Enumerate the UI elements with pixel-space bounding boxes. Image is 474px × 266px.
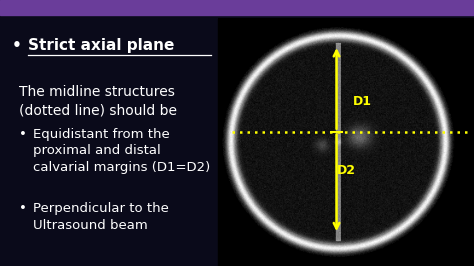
Text: The midline structures
(dotted line) should be: The midline structures (dotted line) sho… bbox=[19, 85, 177, 118]
Bar bbox=[0, 0, 474, 15]
Text: •: • bbox=[19, 128, 27, 141]
Text: •: • bbox=[19, 202, 27, 215]
Text: Strict axial plane: Strict axial plane bbox=[28, 38, 175, 53]
Text: Equidistant from the
proximal and distal
calvarial margins (D1=D2): Equidistant from the proximal and distal… bbox=[33, 128, 210, 174]
Text: •: • bbox=[12, 38, 22, 53]
Bar bbox=[218, 19, 474, 266]
Text: D1: D1 bbox=[353, 95, 372, 107]
Text: Perpendicular to the
Ultrasound beam: Perpendicular to the Ultrasound beam bbox=[33, 202, 169, 232]
Text: D2: D2 bbox=[337, 164, 356, 177]
